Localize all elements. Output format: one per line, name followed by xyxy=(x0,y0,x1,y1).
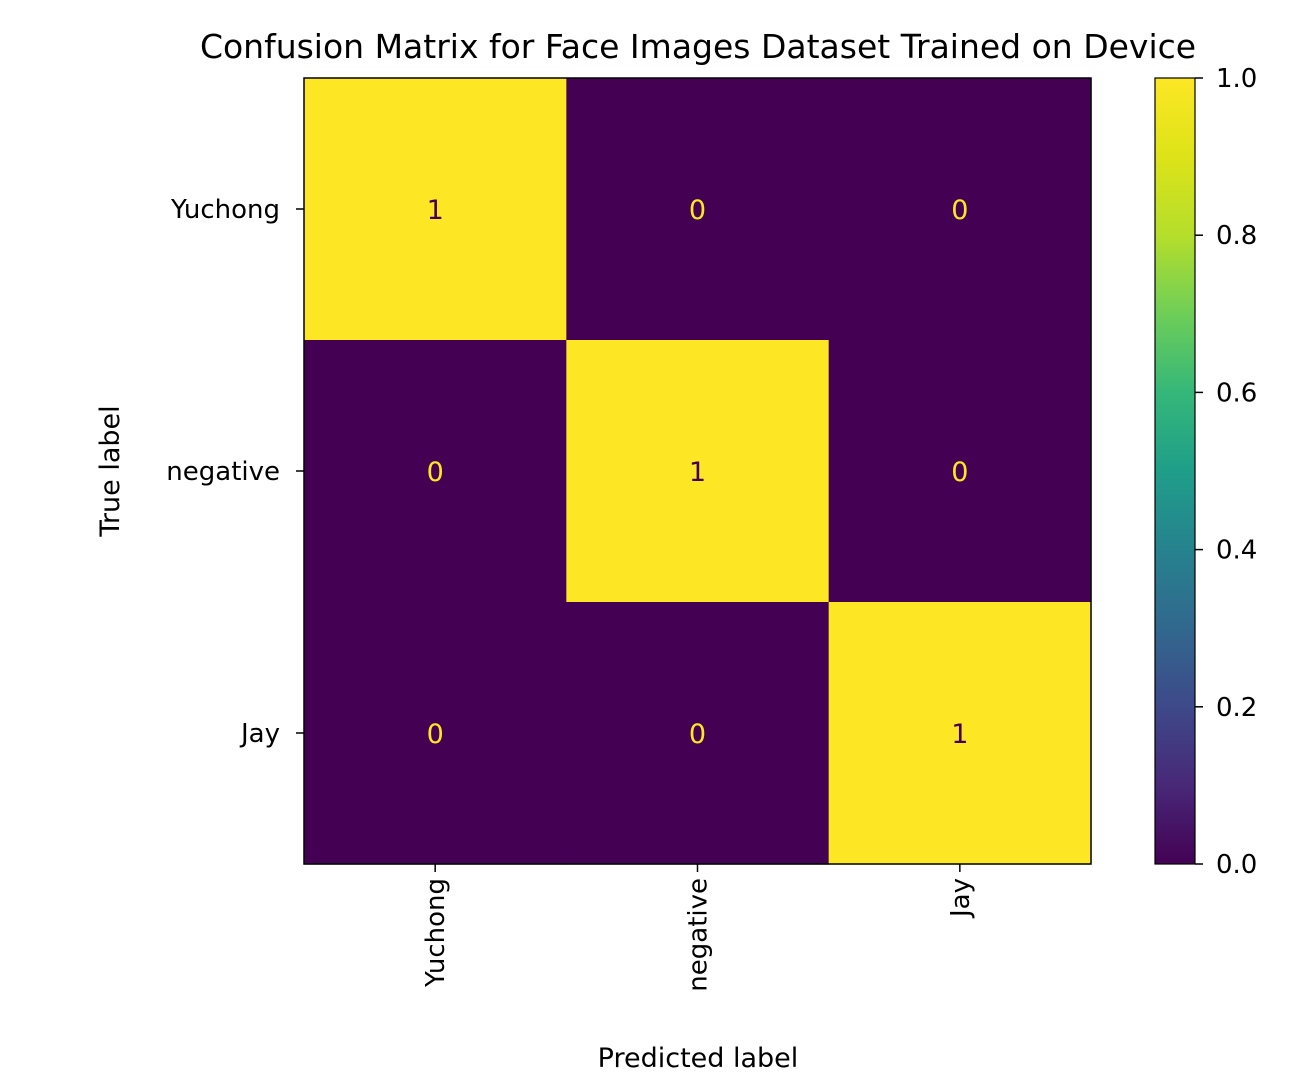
matrix-cell-label: 0 xyxy=(951,195,968,226)
matrix-cell-labels: 1 0 0 0 1 0 0 0 1 xyxy=(427,195,969,750)
matrix-cell xyxy=(304,340,567,603)
matrix-cell xyxy=(304,78,567,341)
matrix-cell-label: 0 xyxy=(427,457,444,488)
x-axis-label: Predicted label xyxy=(598,1043,799,1074)
y-tick-label: Jay xyxy=(239,719,280,749)
matrix-cell-label: 1 xyxy=(427,195,444,226)
matrix-cell xyxy=(566,602,830,865)
x-tick-label: Yuchong xyxy=(421,878,451,988)
matrix-cell xyxy=(828,340,1092,603)
matrix-cell-label: 0 xyxy=(427,719,444,750)
x-tick-label: Jay xyxy=(946,878,976,919)
y-tick-label: negative xyxy=(166,457,280,487)
matrix-cell-label: 1 xyxy=(951,719,968,750)
matrix-cell-label: 1 xyxy=(689,457,706,488)
matrix-cells xyxy=(304,78,1092,865)
x-axis-ticks: Yuchong negative Jay xyxy=(421,864,976,992)
y-tick-label: Yuchong xyxy=(170,195,280,225)
colorbar xyxy=(1154,77,1196,865)
y-axis-label: True label xyxy=(95,405,126,537)
colorbar-tick-label: 0.8 xyxy=(1216,221,1257,251)
matrix-cell xyxy=(304,602,567,865)
colorbar-tick-label: 0.6 xyxy=(1216,378,1257,408)
matrix-cell-label: 0 xyxy=(689,719,706,750)
colorbar-tick-label: 0.2 xyxy=(1216,693,1257,723)
matrix-cell-label: 0 xyxy=(951,457,968,488)
x-tick-label: negative xyxy=(684,878,714,992)
matrix-cell-label: 0 xyxy=(689,195,706,226)
colorbar-tick-label: 1.0 xyxy=(1216,64,1257,94)
matrix-cell xyxy=(566,78,830,341)
colorbar-tick-label: 0.4 xyxy=(1216,536,1257,566)
matrix-cell xyxy=(566,340,830,603)
colorbar-tick-label: 0.0 xyxy=(1216,850,1257,880)
matrix-cell xyxy=(828,78,1092,341)
matrix-cell xyxy=(828,602,1092,865)
chart-title: Confusion Matrix for Face Images Dataset… xyxy=(200,27,1196,66)
y-axis-ticks: Yuchong negative Jay xyxy=(166,195,304,749)
colorbar-ticks: 0.0 0.2 0.4 0.6 0.8 1.0 xyxy=(1195,64,1257,880)
